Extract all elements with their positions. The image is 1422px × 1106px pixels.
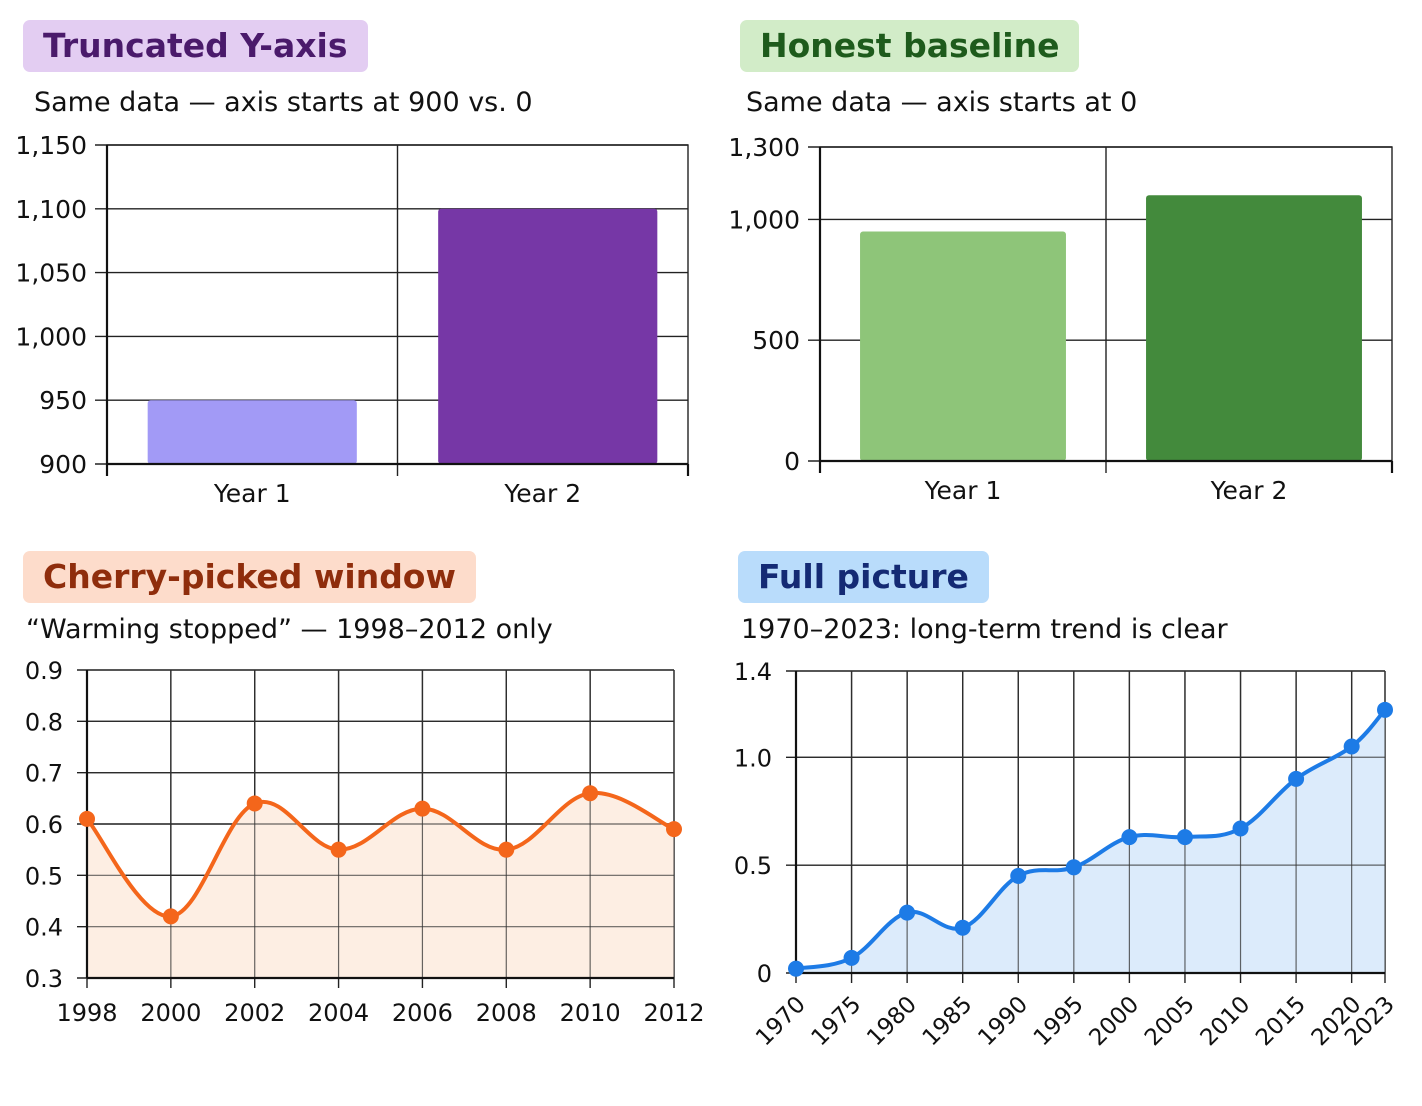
y-tick-label: 0 (784, 447, 800, 476)
data-point (1343, 738, 1360, 755)
x-tick-label: 2004 (308, 999, 369, 1027)
data-point (162, 908, 179, 925)
x-tick-label: 2005 (1140, 991, 1200, 1051)
y-tick-label: 1.4 (734, 658, 772, 686)
data-point (666, 821, 682, 838)
data-point (1288, 770, 1305, 787)
data-point (843, 949, 860, 966)
x-tick-label: 1980 (862, 991, 922, 1051)
bar (1146, 195, 1362, 462)
bar (438, 208, 658, 464)
data-point (330, 841, 347, 858)
honest-subtitle: Same data — axis starts at 0 (746, 87, 1138, 118)
full-subtitle: 1970–2023: long-term trend is clear (741, 614, 1228, 645)
x-tick-label: 1970 (751, 991, 811, 1051)
y-tick-label: 1.0 (734, 744, 772, 772)
data-point (1232, 820, 1249, 837)
data-point (414, 800, 431, 817)
x-tick-label: 2006 (392, 999, 453, 1027)
x-tick-label: 2010 (560, 999, 621, 1027)
data-point (246, 795, 263, 812)
data-point (1176, 829, 1193, 846)
x-tick-label: 2000 (1084, 991, 1144, 1051)
y-tick-label: 950 (39, 386, 87, 415)
data-point (498, 841, 515, 858)
truncated-subtitle: Same data — axis starts at 900 vs. 0 (34, 87, 533, 118)
y-tick-label: 900 (39, 450, 87, 479)
x-tick-label: Year 2 (1210, 476, 1288, 505)
honest-badge: Honest baseline (740, 20, 1080, 72)
x-tick-label: Year 1 (213, 479, 291, 508)
x-tick-label: 2002 (224, 999, 285, 1027)
data-point (1121, 829, 1138, 846)
x-tick-label: 1995 (1029, 991, 1089, 1051)
x-tick-label: 1998 (56, 999, 117, 1027)
y-tick-label: 0.9 (25, 657, 63, 685)
x-tick-label: 1975 (807, 991, 867, 1051)
y-tick-label: 500 (752, 326, 800, 355)
area-fill (796, 709, 1385, 973)
x-tick-label: 2008 (476, 999, 537, 1027)
area-fill (87, 792, 674, 978)
y-tick-label: 0.4 (25, 914, 63, 942)
bar (860, 231, 1066, 461)
y-tick-label: 0.6 (25, 811, 63, 839)
data-point (79, 810, 95, 827)
x-tick-label: 1990 (973, 991, 1033, 1051)
y-tick-label: 0.5 (25, 862, 63, 890)
y-tick-label: 1,150 (15, 131, 87, 160)
data-point (1377, 701, 1393, 718)
y-tick-label: 0.3 (25, 965, 63, 993)
x-tick-label: Year 1 (924, 476, 1002, 505)
data-point (899, 904, 916, 921)
truncated-badge: Truncated Y-axis (23, 20, 368, 72)
x-tick-label: 2010 (1196, 991, 1256, 1051)
data-point (582, 785, 599, 802)
y-tick-label: 0.8 (25, 708, 63, 736)
y-tick-label: 1,000 (15, 322, 87, 351)
x-tick-label: 2000 (140, 999, 201, 1027)
data-point (954, 919, 971, 936)
data-point (1010, 867, 1027, 884)
y-tick-label: 0.7 (25, 760, 63, 788)
y-tick-label: 0.5 (734, 852, 772, 880)
bar (147, 400, 357, 464)
x-tick-label: 1985 (918, 991, 978, 1051)
cherry-badge: Cherry-picked window (23, 551, 476, 603)
full-badge: Full picture (738, 551, 989, 603)
y-tick-label: 0 (757, 960, 772, 988)
x-tick-label: 2015 (1251, 991, 1311, 1051)
cherry-subtitle: “Warming stopped” — 1998–2012 only (26, 614, 553, 645)
y-tick-label: 1,000 (728, 205, 800, 234)
data-point (788, 960, 804, 977)
y-tick-label: 1,050 (15, 259, 87, 288)
x-tick-label: 2012 (643, 999, 704, 1027)
x-tick-label: Year 2 (503, 479, 581, 508)
y-tick-label: 1,300 (728, 133, 800, 162)
data-point (1065, 859, 1082, 876)
y-tick-label: 1,100 (15, 195, 87, 224)
